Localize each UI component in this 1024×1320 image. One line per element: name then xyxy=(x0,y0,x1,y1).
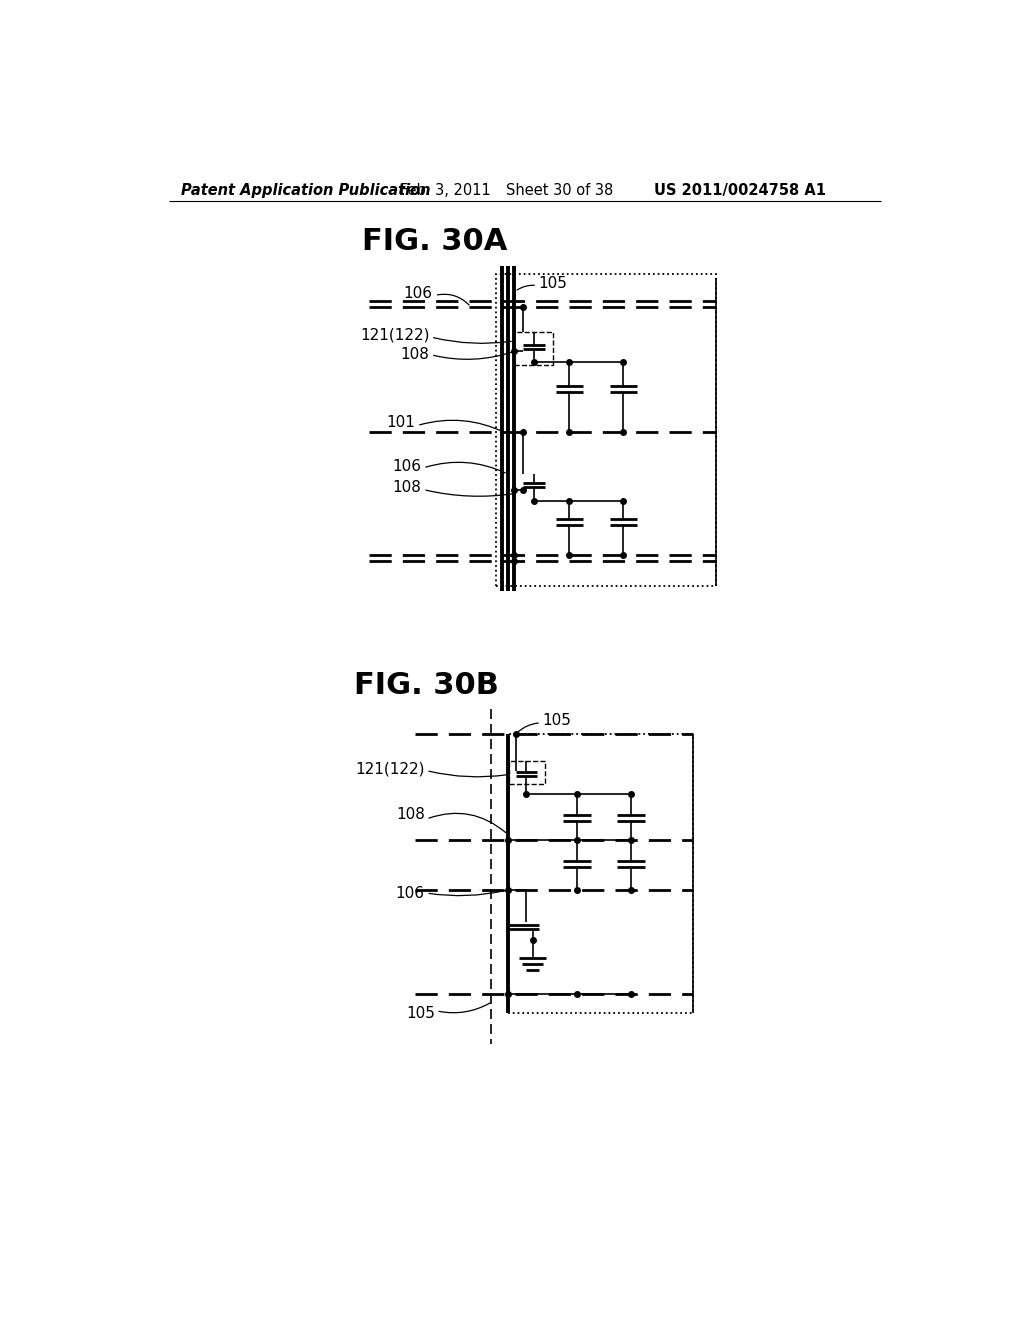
Text: 105: 105 xyxy=(543,713,571,729)
Text: 108: 108 xyxy=(400,347,429,362)
Text: 108: 108 xyxy=(393,480,422,495)
Text: 105: 105 xyxy=(539,276,567,292)
Bar xyxy=(496,275,716,586)
Text: 108: 108 xyxy=(396,807,425,822)
Text: 106: 106 xyxy=(395,886,425,902)
Text: Sheet 30 of 38: Sheet 30 of 38 xyxy=(506,183,613,198)
Text: US 2011/0024758 A1: US 2011/0024758 A1 xyxy=(654,183,826,198)
Text: FIG. 30A: FIG. 30A xyxy=(361,227,507,256)
Bar xyxy=(514,331,553,364)
Text: Patent Application Publication: Patent Application Publication xyxy=(180,183,430,198)
Text: 105: 105 xyxy=(406,1006,435,1020)
Bar xyxy=(508,734,692,1014)
Text: FIG. 30B: FIG. 30B xyxy=(354,672,499,701)
Text: 106: 106 xyxy=(403,285,432,301)
Text: 121(122): 121(122) xyxy=(359,327,429,343)
Bar xyxy=(509,762,545,784)
Text: 106: 106 xyxy=(392,459,422,474)
Text: Feb. 3, 2011: Feb. 3, 2011 xyxy=(400,183,490,198)
Text: 121(122): 121(122) xyxy=(355,762,425,776)
Text: 101: 101 xyxy=(387,414,416,430)
